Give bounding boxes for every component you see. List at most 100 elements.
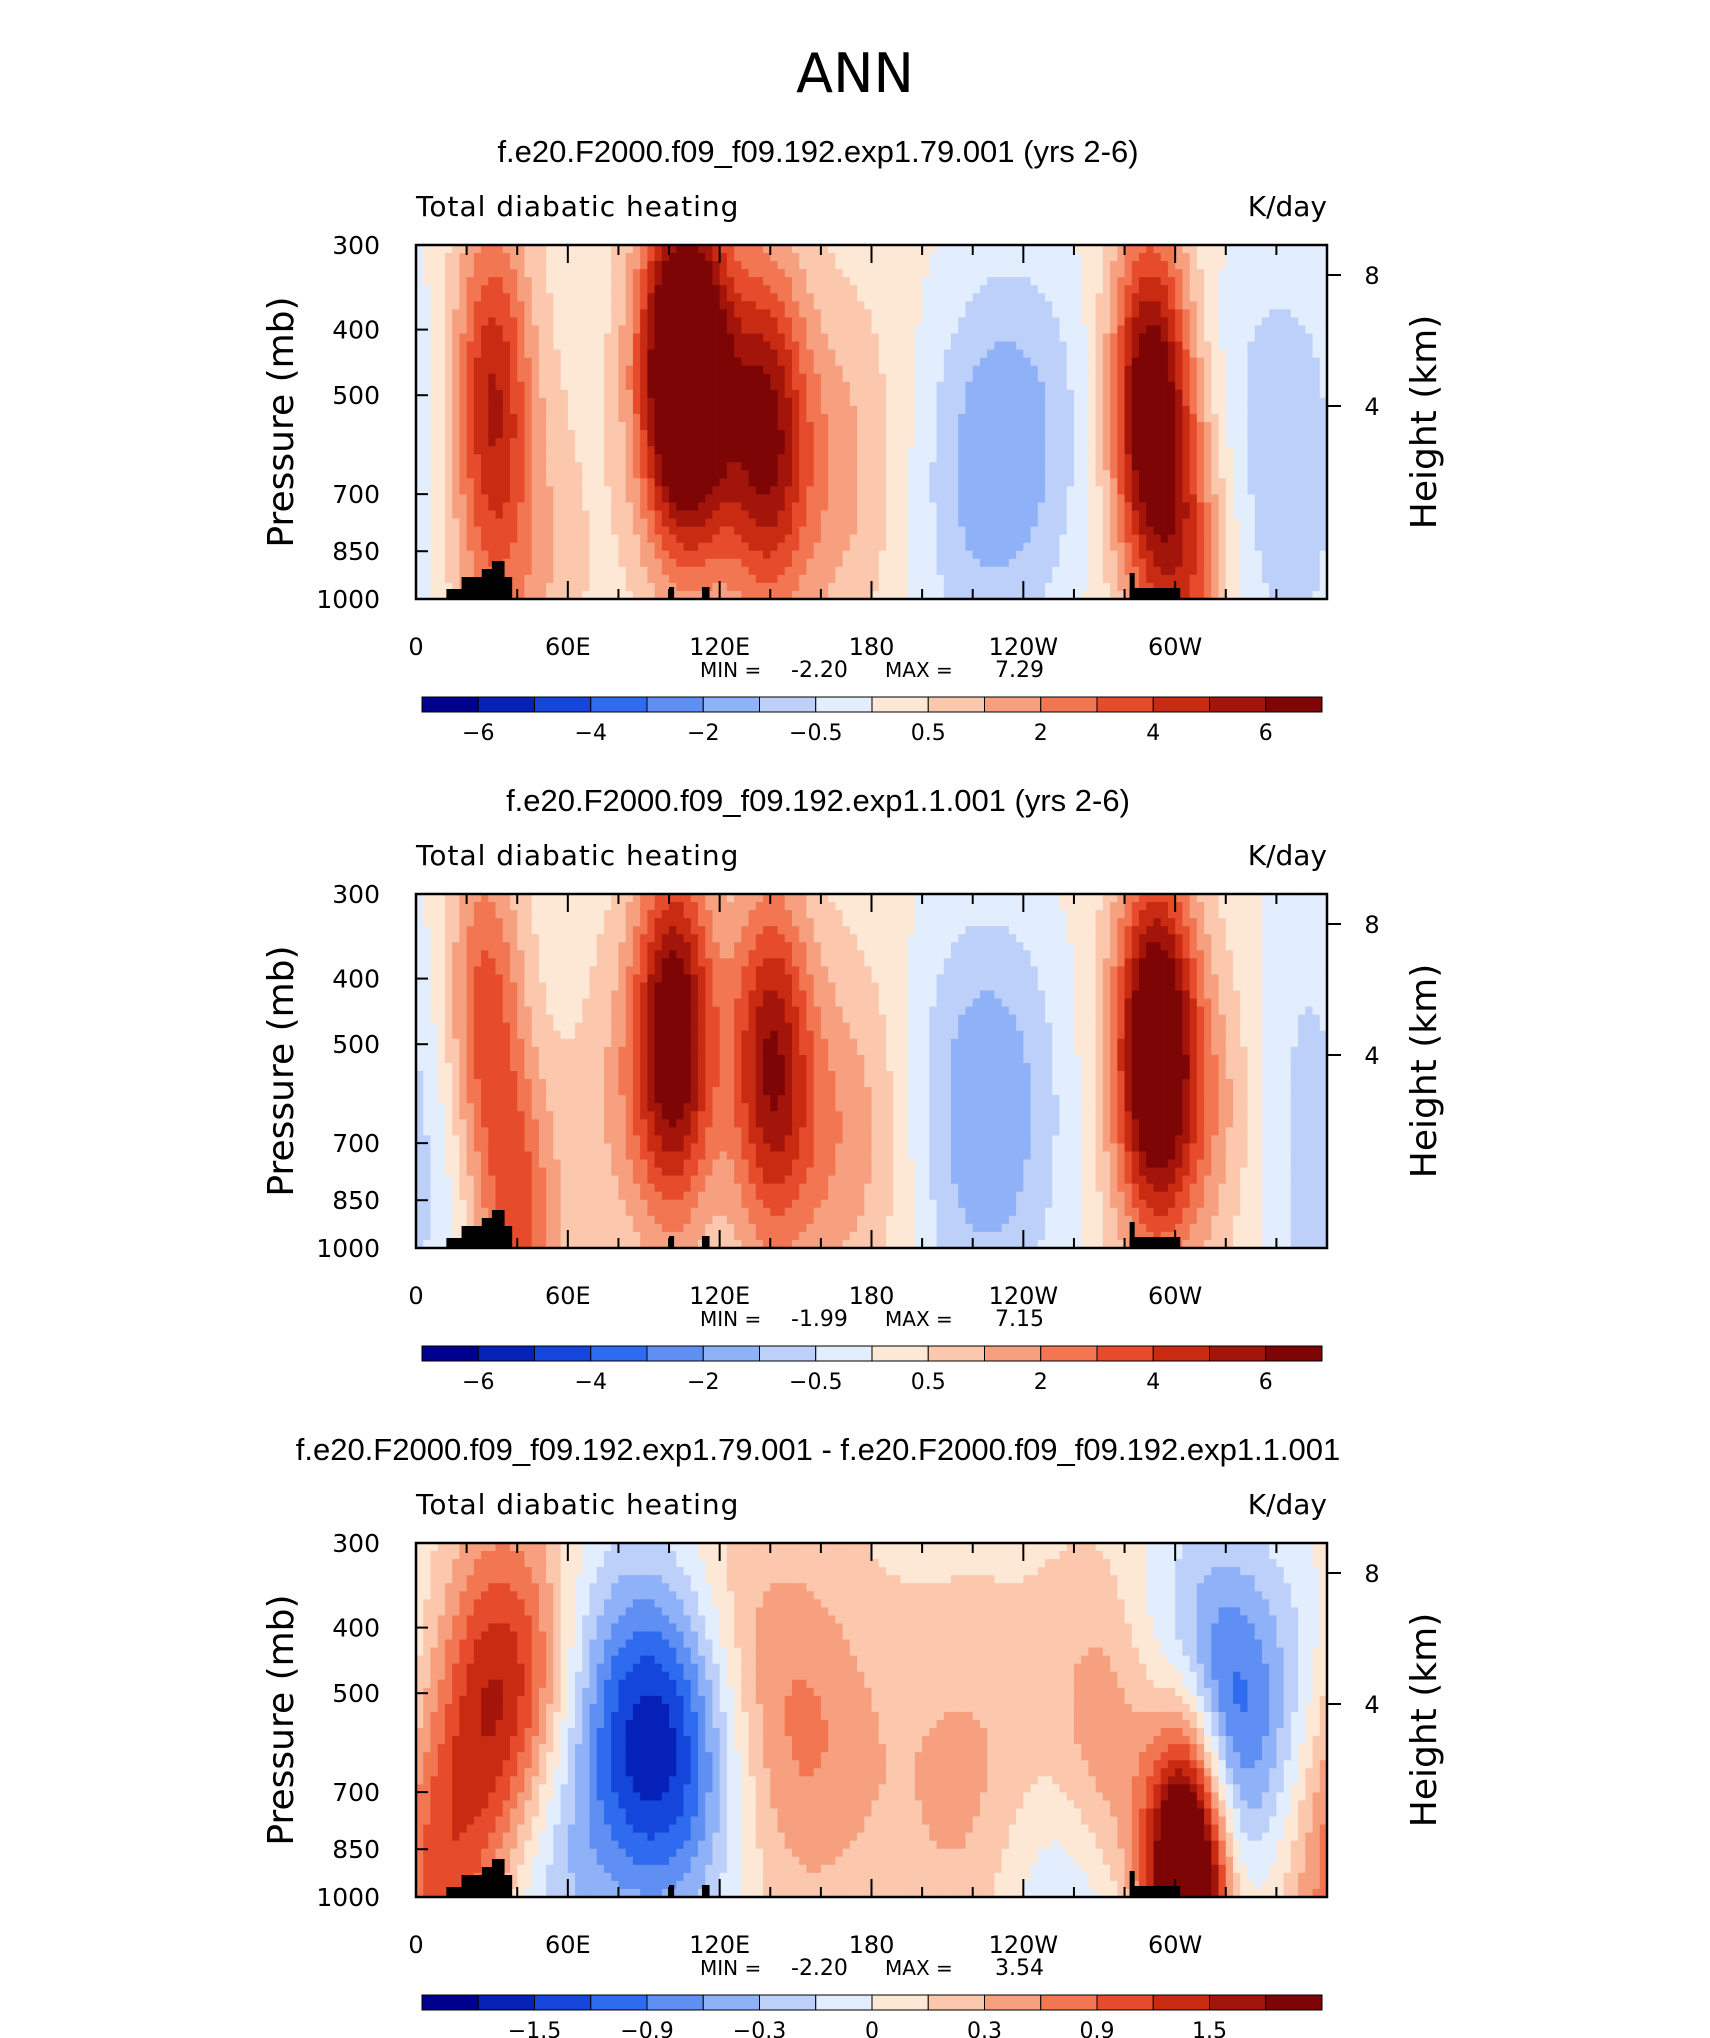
colorbar-label: −4 — [575, 1370, 607, 1395]
y-tick-label: 500 — [332, 381, 380, 410]
y-tick-label: 400 — [332, 1614, 380, 1643]
colorbar-label: −0.5 — [789, 1370, 842, 1395]
y2-tick-label: 8 — [1364, 262, 1379, 290]
y-tick-label: 1000 — [316, 1234, 380, 1263]
y2-axis-label: Height (km) — [1404, 315, 1445, 529]
plot-subtitle: Total diabatic heating — [415, 190, 739, 223]
colorbar-swatch — [703, 1995, 759, 2010]
colorbar-label: 2 — [1034, 721, 1048, 746]
colorbar-swatch — [872, 1346, 928, 1361]
colorbar-swatch — [1266, 697, 1322, 712]
colorbar-swatch — [816, 697, 872, 712]
x-tick-label: 60E — [545, 633, 591, 661]
colorbar-swatch — [703, 1346, 759, 1361]
colorbar-swatch — [928, 1346, 984, 1361]
x-tick-label: 180 — [849, 1282, 895, 1310]
y-tick-label: 300 — [332, 231, 380, 260]
colorbar-swatch — [1097, 1346, 1153, 1361]
heat-field — [416, 1543, 1328, 1898]
x-tick-label: 120E — [689, 1931, 750, 1959]
colorbar-label: −2 — [687, 1370, 719, 1395]
y-tick-label: 700 — [332, 1129, 380, 1158]
y2-tick-label: 8 — [1364, 911, 1379, 939]
colorbar-swatch — [928, 697, 984, 712]
colorbar-swatch — [985, 1995, 1041, 2010]
y-tick-label: 500 — [332, 1679, 380, 1708]
colorbar-swatch — [928, 1995, 984, 2010]
colorbar: −1.5 −0.9 −0.3 0 0.3 0.9 1.5 — [422, 1995, 1322, 2038]
min-value: -2.20 — [791, 658, 848, 683]
colorbar-label: 0.5 — [911, 1370, 946, 1395]
colorbar-label: −4 — [575, 721, 607, 746]
y-tick-label: 850 — [332, 537, 380, 566]
y-tick-label: 300 — [332, 880, 380, 909]
colorbar-label: 0.5 — [911, 721, 946, 746]
figure: ANN f.e20.F2000.f09_f09.192.exp1.79.001 … — [0, 0, 1710, 2038]
colorbar-swatch — [1210, 1346, 1266, 1361]
colorbar-swatch — [591, 1346, 647, 1361]
colorbar-swatch — [591, 697, 647, 712]
min-value: -2.20 — [791, 1956, 848, 1981]
x-tick-label: 180 — [849, 633, 895, 661]
colorbar: −6 −4 −2 −0.5 0.5 2 4 6 — [422, 697, 1322, 746]
y2-tick-label: 4 — [1364, 393, 1379, 421]
y2-axis-label: Height (km) — [1404, 1613, 1445, 1827]
colorbar-swatch — [760, 1995, 816, 2010]
colorbar-swatch — [422, 697, 478, 712]
y-tick-label: 400 — [332, 965, 380, 994]
max-value: 7.15 — [995, 1307, 1044, 1332]
y-axis-label: Pressure (mb) — [261, 945, 302, 1196]
units-label: K/day — [1248, 1488, 1327, 1521]
colorbar-swatch — [647, 697, 703, 712]
colorbar-label: 2 — [1034, 1370, 1048, 1395]
colorbar-label: 0.9 — [1080, 2019, 1115, 2038]
colorbar-label: 1.5 — [1192, 2019, 1227, 2038]
x-tick-label: 120E — [689, 633, 750, 661]
x-tick-label: 60E — [545, 1931, 591, 1959]
x-tick-label: 60W — [1148, 1282, 1202, 1310]
heat-field — [416, 245, 1328, 600]
y-tick-label: 300 — [332, 1529, 380, 1558]
max-label: MAX = — [885, 1956, 953, 1980]
panel-1: f.e20.F2000.f09_f09.192.exp1.79.001 (yrs… — [261, 134, 1445, 746]
y-axis-label: Pressure (mb) — [261, 296, 302, 547]
colorbar-swatch — [1097, 697, 1153, 712]
plot-subtitle: Total diabatic heating — [415, 839, 739, 872]
colorbar-label: −6 — [462, 721, 494, 746]
units-label: K/day — [1248, 839, 1327, 872]
colorbar-swatch — [647, 1346, 703, 1361]
y2-tick-label: 4 — [1364, 1691, 1379, 1719]
colorbar-swatch — [1153, 1346, 1209, 1361]
colorbar-swatch — [478, 697, 534, 712]
colorbar-label: 0 — [865, 2019, 879, 2038]
x-tick-label: 60W — [1148, 633, 1202, 661]
min-label: MIN = — [700, 1307, 761, 1331]
x-tick-label: 120W — [989, 1931, 1059, 1959]
colorbar-swatch — [1097, 1995, 1153, 2010]
colorbar-swatch — [703, 697, 759, 712]
x-tick-label: 180 — [849, 1931, 895, 1959]
x-tick-label: 120E — [689, 1282, 750, 1310]
y-tick-label: 500 — [332, 1030, 380, 1059]
colorbar-swatch — [535, 1995, 591, 2010]
colorbar-label: 4 — [1146, 721, 1160, 746]
colorbar-swatch — [1153, 697, 1209, 712]
y-tick-label: 850 — [332, 1835, 380, 1864]
min-label: MIN = — [700, 658, 761, 682]
y2-tick-label: 4 — [1364, 1042, 1379, 1070]
y2-axis-label: Height (km) — [1404, 964, 1445, 1178]
colorbar-swatch — [591, 1995, 647, 2010]
y-tick-label: 1000 — [316, 1883, 380, 1912]
colorbar-swatch — [760, 1346, 816, 1361]
x-tick-label: 0 — [408, 1931, 423, 1959]
colorbar-swatch — [422, 1346, 478, 1361]
colorbar-swatch — [478, 1346, 534, 1361]
colorbar-label: 6 — [1259, 1370, 1273, 1395]
colorbar-swatch — [985, 1346, 1041, 1361]
colorbar-swatch — [816, 1346, 872, 1361]
colorbar: −6 −4 −2 −0.5 0.5 2 4 6 — [422, 1346, 1322, 1395]
x-tick-label: 60E — [545, 1282, 591, 1310]
colorbar-label: −0.9 — [620, 2019, 673, 2038]
max-label: MAX = — [885, 658, 953, 682]
min-value: -1.99 — [791, 1307, 848, 1332]
